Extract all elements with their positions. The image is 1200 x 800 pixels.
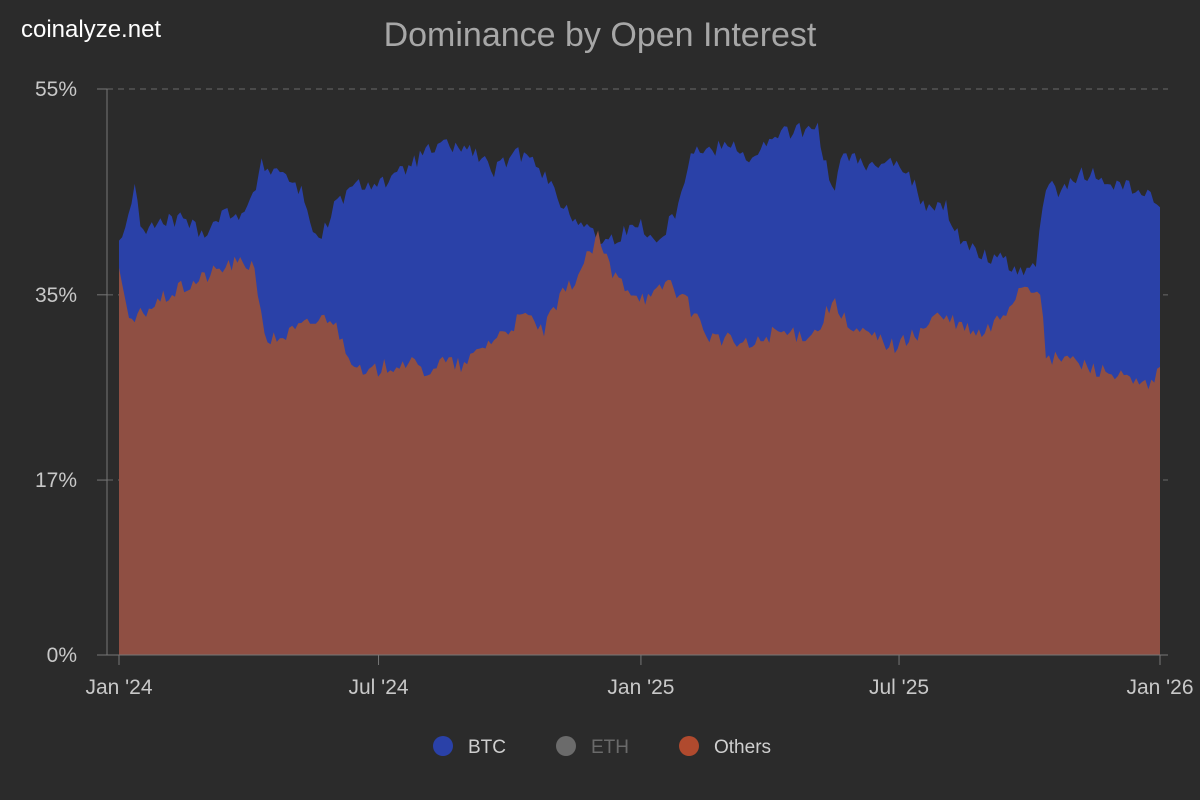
legend-label-others: Others [714,737,771,758]
y-tick-label: 35% [35,284,77,307]
legend-item-eth[interactable]: ETH [556,736,629,758]
y-tick-label: 0% [47,644,77,667]
axis-layer: Jan '24 Jul '24 Jan '25 Jul '25 Jan '26 [85,88,1194,699]
x-tick-label: Jul '24 [349,676,409,699]
legend-marker-btc [433,736,453,756]
x-tick-label: Jan '26 [1126,676,1193,699]
x-tick-label: Jan '24 [85,676,152,699]
y-tick-label: 55% [35,78,77,101]
chart-legend[interactable]: BTC ETH Others [433,736,771,758]
chart-title: Dominance by Open Interest [384,16,817,54]
x-tick-label: Jan '25 [607,676,674,699]
others-area [119,230,1160,655]
legend-marker-others [679,736,699,756]
brand-watermark: coinalyze.net [21,16,162,43]
legend-item-others[interactable]: Others [679,736,771,758]
legend-item-btc[interactable]: BTC [433,736,506,758]
y-tick-label: 17% [35,469,77,492]
x-tick-label: Jul '25 [869,676,929,699]
legend-marker-eth [556,736,576,756]
area-layer [119,122,1160,656]
legend-label-btc: BTC [468,737,506,758]
legend-label-eth: ETH [591,737,629,758]
